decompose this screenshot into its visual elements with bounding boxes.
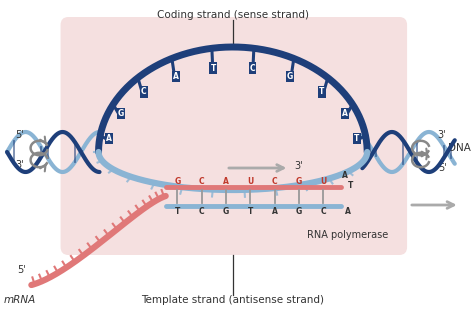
FancyBboxPatch shape bbox=[61, 17, 407, 255]
Text: C: C bbox=[320, 207, 326, 215]
Text: DNA: DNA bbox=[448, 143, 471, 153]
Text: A: A bbox=[272, 207, 278, 215]
Text: C: C bbox=[199, 207, 204, 215]
Text: T: T bbox=[319, 87, 325, 96]
Text: 5': 5' bbox=[15, 130, 24, 140]
Text: T: T bbox=[210, 64, 216, 72]
Text: C: C bbox=[141, 87, 147, 96]
Text: G: G bbox=[223, 207, 229, 215]
Text: 3': 3' bbox=[294, 161, 303, 171]
Text: A: A bbox=[106, 134, 111, 143]
Text: A: A bbox=[173, 72, 179, 81]
Text: G: G bbox=[118, 109, 124, 118]
Text: T: T bbox=[175, 207, 180, 215]
Text: T: T bbox=[248, 207, 253, 215]
Text: Coding strand (sense strand): Coding strand (sense strand) bbox=[157, 10, 309, 20]
Text: U: U bbox=[320, 177, 327, 186]
Text: G: G bbox=[296, 177, 302, 186]
Text: G: G bbox=[287, 72, 293, 81]
Text: A: A bbox=[342, 170, 348, 180]
Text: 3': 3' bbox=[15, 160, 24, 170]
Text: T: T bbox=[348, 180, 353, 190]
Text: 5': 5' bbox=[17, 265, 26, 275]
Text: T: T bbox=[355, 134, 360, 143]
Text: 5': 5' bbox=[438, 163, 447, 173]
Text: 3': 3' bbox=[438, 130, 447, 140]
Text: A: A bbox=[223, 177, 229, 186]
Text: A: A bbox=[345, 207, 351, 215]
Text: A: A bbox=[342, 109, 348, 118]
Text: G: G bbox=[296, 207, 302, 215]
Text: C: C bbox=[199, 177, 204, 186]
Text: C: C bbox=[250, 64, 255, 72]
Text: mRNA: mRNA bbox=[4, 295, 36, 305]
Text: RNA polymerase: RNA polymerase bbox=[307, 230, 388, 240]
Text: Template strand (antisense strand): Template strand (antisense strand) bbox=[141, 295, 324, 305]
Text: U: U bbox=[247, 177, 254, 186]
Text: C: C bbox=[272, 177, 277, 186]
Text: G: G bbox=[174, 177, 181, 186]
